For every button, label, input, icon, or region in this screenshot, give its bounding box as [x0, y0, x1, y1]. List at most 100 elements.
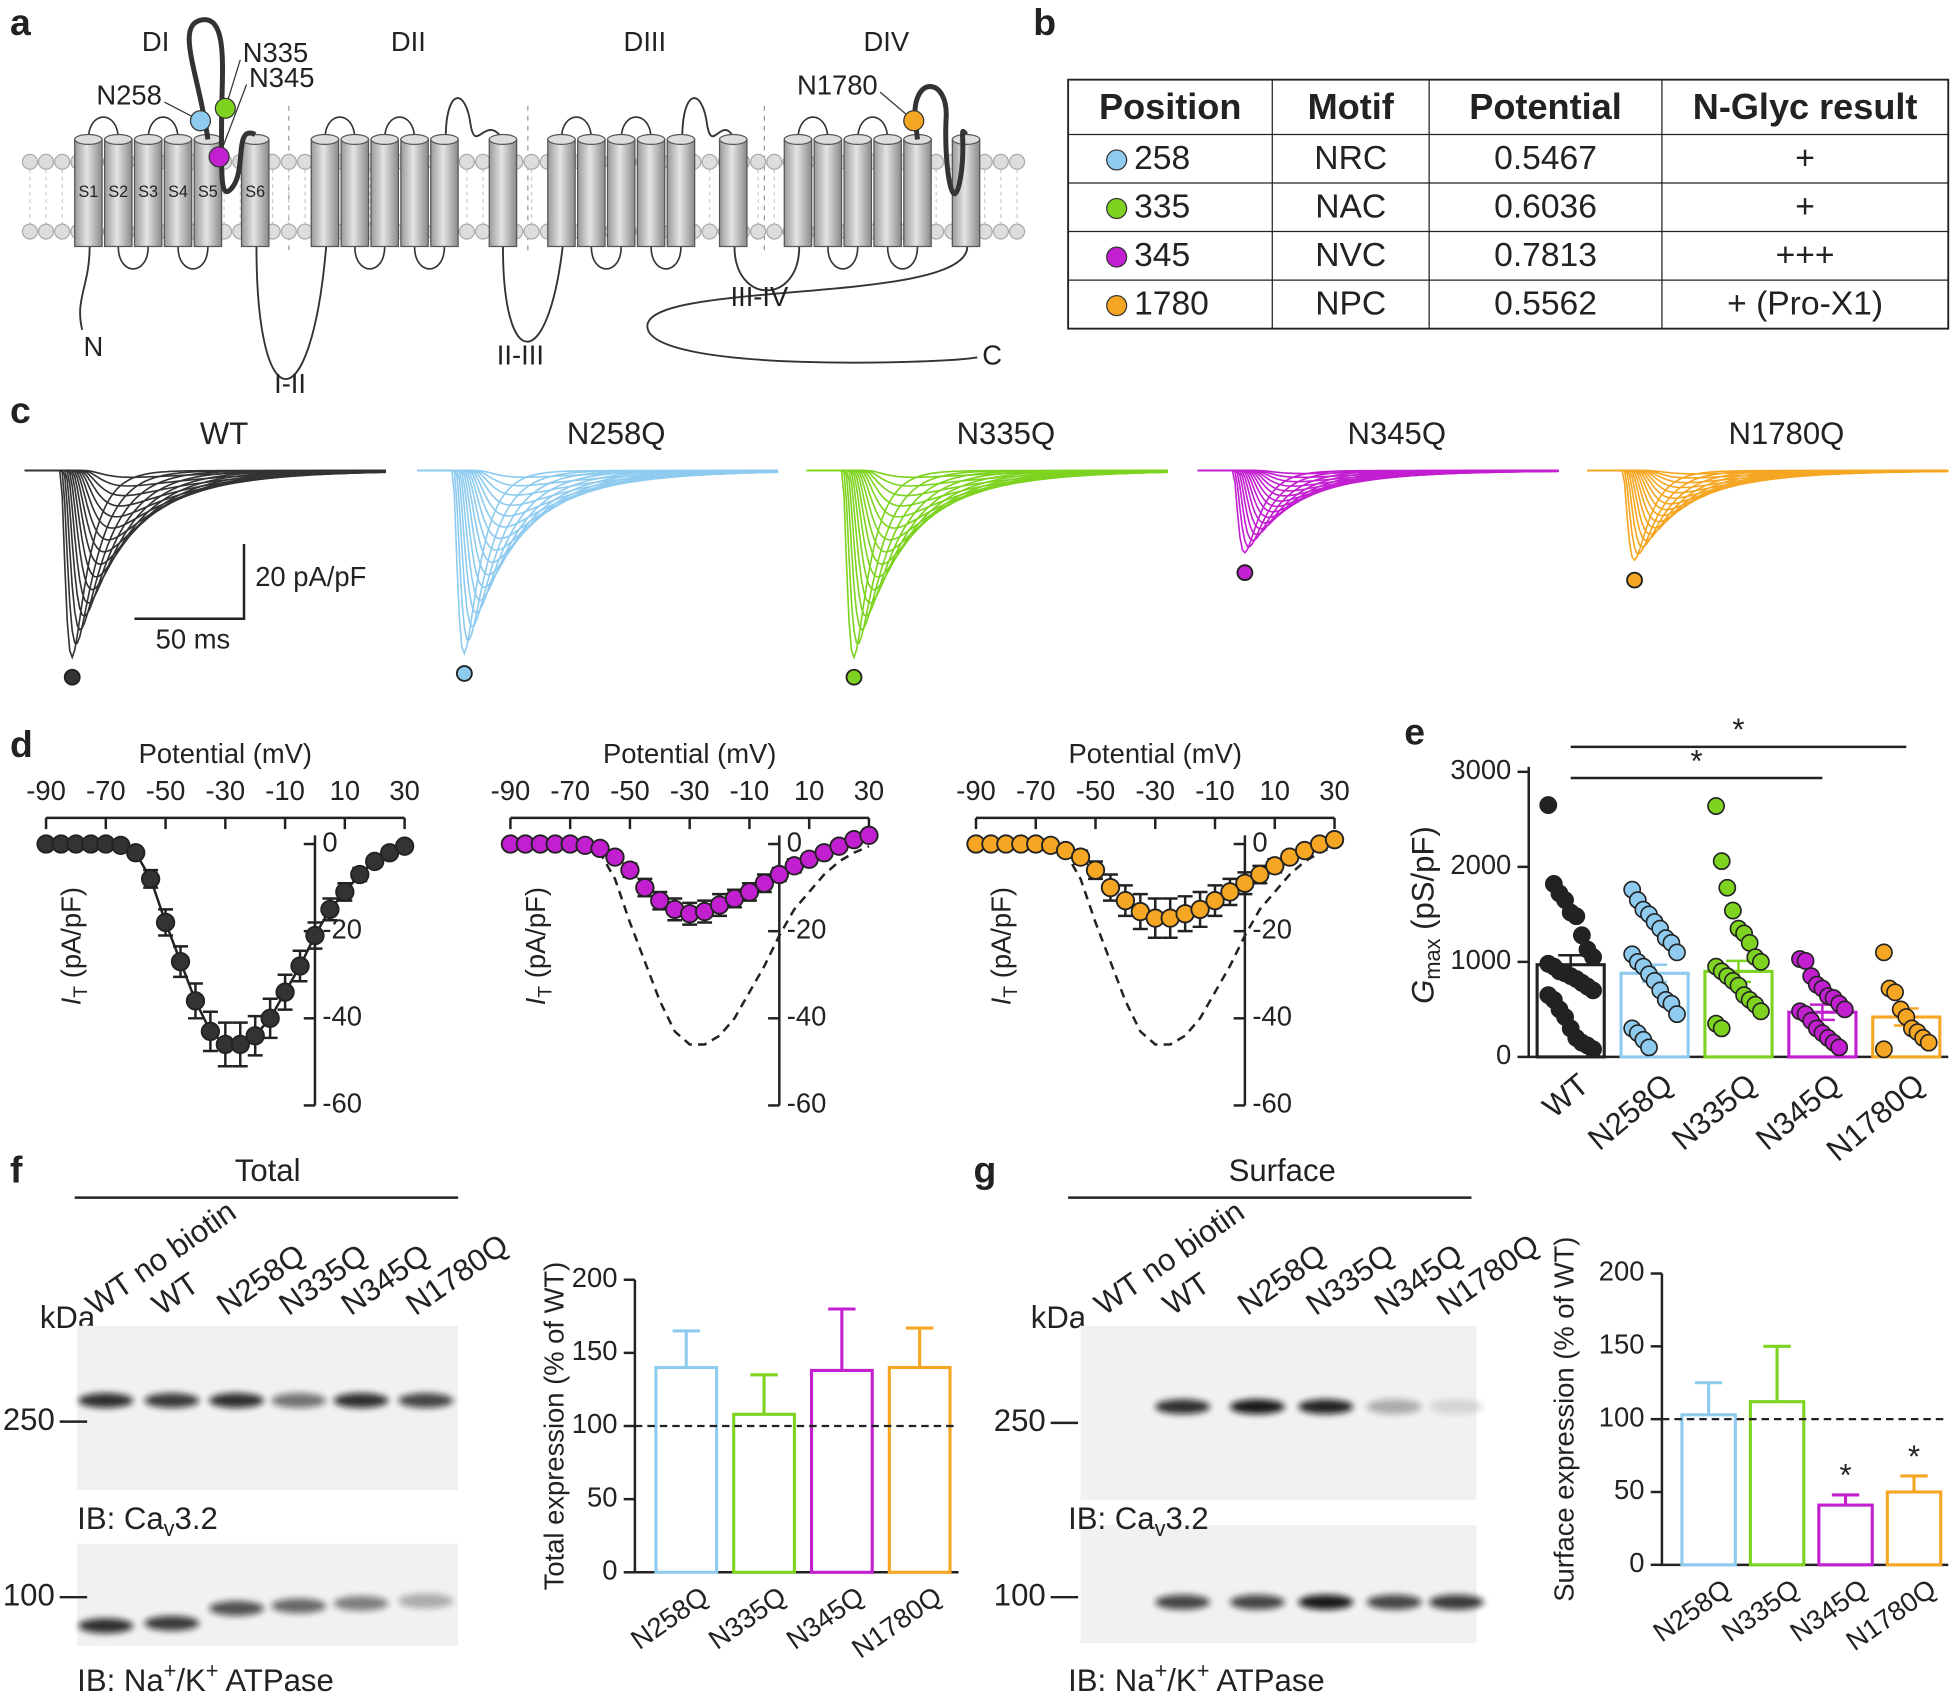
loop-label: II-III [497, 340, 544, 371]
blot-header: Total [235, 1153, 301, 1188]
y-tick-label: 0 [322, 826, 337, 857]
domain-label: DIV [864, 26, 910, 57]
y-axis-label-part: I [986, 997, 1017, 1005]
y-tick-label: 0 [787, 826, 802, 857]
segment-loop [620, 116, 652, 140]
y-tick-label: -60 [322, 1088, 362, 1119]
data-point [1712, 1019, 1731, 1038]
segment-cap [310, 133, 340, 146]
data-point [1584, 948, 1602, 967]
lipid-head [523, 223, 540, 240]
y-tick-label: 0 [1496, 1039, 1511, 1070]
table-cell: 0.6036 [1494, 188, 1597, 225]
band [1366, 1399, 1422, 1415]
y-axis-label-part: T [1001, 986, 1022, 998]
data-point [1584, 1040, 1602, 1059]
x-tick-label: 10 [1260, 775, 1290, 806]
trace-title: WT [200, 416, 248, 451]
segment-loop [650, 246, 682, 270]
segment-loop [413, 246, 446, 270]
band [78, 1618, 134, 1634]
segment [843, 138, 873, 248]
data-point [1265, 856, 1285, 876]
y-axis-label-part: (pA/pF) [56, 887, 87, 986]
band [1155, 1594, 1211, 1610]
data-point [1796, 952, 1815, 970]
x-tick-label: -70 [1016, 775, 1056, 806]
segment-label: S6 [245, 183, 265, 201]
lipid-head [296, 223, 314, 240]
band [1229, 1399, 1285, 1415]
data-point [650, 891, 670, 911]
y-axis-label-part: T [536, 986, 557, 998]
blot [77, 1325, 459, 1491]
segment [636, 138, 666, 248]
data-point [275, 982, 295, 1002]
segment [666, 138, 696, 248]
site-label: N258 [96, 79, 161, 110]
table-border [1067, 78, 1950, 330]
x-tick-label: 30 [389, 775, 419, 806]
table-header: Position [1099, 86, 1241, 127]
data-point [635, 877, 655, 898]
panel-label: b [1033, 1, 1056, 43]
table-cell: 0.5562 [1494, 285, 1597, 322]
domain-label: DI [142, 26, 169, 57]
segment-cap [843, 133, 873, 146]
data-point [260, 1008, 280, 1028]
segment-loop [560, 116, 593, 140]
table-cell: 0.7813 [1494, 237, 1597, 274]
trace-peak [24, 469, 386, 660]
segment [606, 138, 636, 248]
band [1429, 1399, 1484, 1415]
segment-cap [370, 133, 399, 146]
peak-dot [63, 668, 81, 686]
p-loop [681, 97, 736, 140]
data-point [1539, 796, 1558, 814]
segment [873, 138, 902, 248]
segment [340, 138, 370, 248]
data-point [1668, 943, 1686, 962]
lipid-head [21, 153, 38, 170]
table-cell: 258 [1134, 140, 1190, 177]
table-cell: NPC [1315, 285, 1386, 322]
x-tick-label: 30 [1319, 775, 1349, 806]
site-marker [189, 110, 212, 132]
segment-cap [74, 133, 103, 146]
blot-label-part: + [164, 1658, 177, 1683]
segment-cap [163, 133, 193, 146]
lipid-head [1008, 153, 1026, 170]
segment [103, 138, 133, 248]
segment-cap [577, 133, 606, 146]
band [398, 1593, 454, 1609]
data-point [230, 1034, 250, 1055]
x-tick-label: -10 [730, 775, 770, 806]
loop-iii-iv [733, 246, 801, 292]
site-marker [903, 110, 925, 132]
n-terminus [79, 246, 91, 331]
data-point [1707, 797, 1725, 815]
p-loop [444, 97, 504, 140]
data-point [605, 847, 625, 867]
y-tick-label: 150 [572, 1335, 618, 1366]
row-dot [1106, 295, 1128, 317]
annotation: * [1839, 1458, 1851, 1493]
data-point [620, 860, 640, 880]
blot-label-part: ATPase [1209, 1663, 1324, 1698]
segment-label: S2 [108, 183, 128, 201]
segment-loop [87, 116, 120, 140]
bar [1885, 1490, 1943, 1567]
data-point [1567, 907, 1586, 926]
y-axis-label-part: I [520, 997, 551, 1005]
data-point [754, 873, 775, 893]
data-point [1751, 952, 1770, 971]
y-tick-label: -40 [322, 1001, 362, 1032]
bar [887, 1365, 952, 1574]
trace-peak [1587, 469, 1949, 562]
data-point [1874, 943, 1893, 962]
y-tick-label: -60 [1252, 1088, 1292, 1119]
blot [1080, 1325, 1477, 1501]
band [144, 1393, 200, 1408]
segment-loop [147, 116, 179, 140]
bar [1748, 1400, 1806, 1567]
